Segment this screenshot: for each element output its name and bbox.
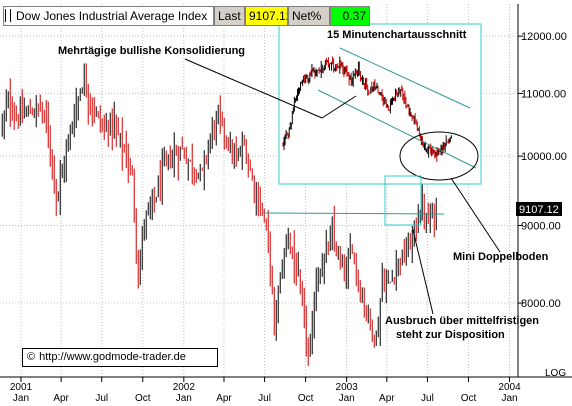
x-tick-label: Oct: [461, 393, 477, 404]
price-tag-box: [516, 202, 562, 216]
last-label: Last: [214, 6, 245, 26]
log-scale-label: LOG: [545, 368, 566, 379]
index-name: Dow Jones Industrial Average Index: [3, 6, 214, 26]
x-year-label: 2002: [173, 382, 196, 393]
x-tick-label: Jan: [339, 393, 355, 404]
x-axis-ticks: Jan Apr Jul Oct Jan Apr Jul Oct Jan Apr Jul Oct Jan2…: [10, 377, 521, 404]
x-tick-label: Jan: [176, 393, 192, 404]
x-year-label: 2003: [336, 382, 359, 393]
pointer-breakout: [411, 225, 434, 315]
x-tick-label: Apr: [379, 393, 395, 404]
y-tick-label: 11000.00: [521, 88, 566, 100]
x-year-label: 2001: [10, 382, 33, 393]
annotation-double-bottom: Mini Doppelboden: [453, 251, 549, 263]
annotation-breakout-line2: steht zur Disposition: [396, 329, 505, 341]
x-tick-label: Apr: [53, 393, 69, 404]
double-bottom-ellipse: [399, 131, 479, 181]
y-tick-label: 12000.00: [521, 31, 567, 43]
copyright-icon: ©: [27, 351, 36, 363]
y-axis-ticks: 8000.00 9000.00 10000.00 11000.00 12000.00: [518, 31, 567, 310]
inset-price-bars: [282, 56, 452, 162]
net-value: 0.37: [330, 6, 370, 26]
x-tick-label: Jan: [13, 393, 29, 404]
inset-upper-channel: [339, 47, 471, 109]
breakout-line: [262, 212, 445, 215]
pointer-consolidation-b: [321, 95, 357, 119]
y-tick-label: 8000.00: [521, 298, 561, 310]
x-year-label: 2004: [498, 382, 521, 393]
annotation-consolidation: Mehrtägige bullishe Konsolidierung: [58, 45, 245, 57]
x-tick-label: Oct: [298, 393, 314, 404]
grid-lines: [0, 4, 518, 377]
copyright-text: http://www.godmode-trader.de: [39, 351, 186, 363]
highlight-box: [384, 175, 422, 226]
inset-frame: [278, 23, 482, 185]
y-tick-label: 10000.00: [521, 151, 567, 163]
annotation-inset-title: 15 Minutenchartausschnitt: [327, 29, 467, 41]
x-tick-label: Jul: [258, 393, 271, 404]
price-bars: [1, 63, 437, 367]
last-value: 9107.12: [245, 6, 288, 26]
x-tick-label: Jan: [501, 393, 517, 404]
grip-icon: [5, 9, 11, 22]
annotation-breakout-line1: Ausbruch über mittelfristigen: [385, 315, 539, 327]
copyright-box: © http://www.godmode-trader.de: [22, 348, 218, 367]
pointer-double-bottom: [450, 177, 501, 253]
net-label: Net%: [288, 6, 330, 26]
y-tick-label: 9000.00: [521, 221, 561, 233]
pointer-consolidation-a: [184, 58, 323, 119]
x-tick-label: Jul: [421, 393, 434, 404]
price-tag: 9107.12: [519, 204, 559, 216]
x-tick-label: Apr: [216, 393, 232, 404]
x-tick-label: Jul: [95, 393, 108, 404]
x-tick-label: Oct: [135, 393, 151, 404]
